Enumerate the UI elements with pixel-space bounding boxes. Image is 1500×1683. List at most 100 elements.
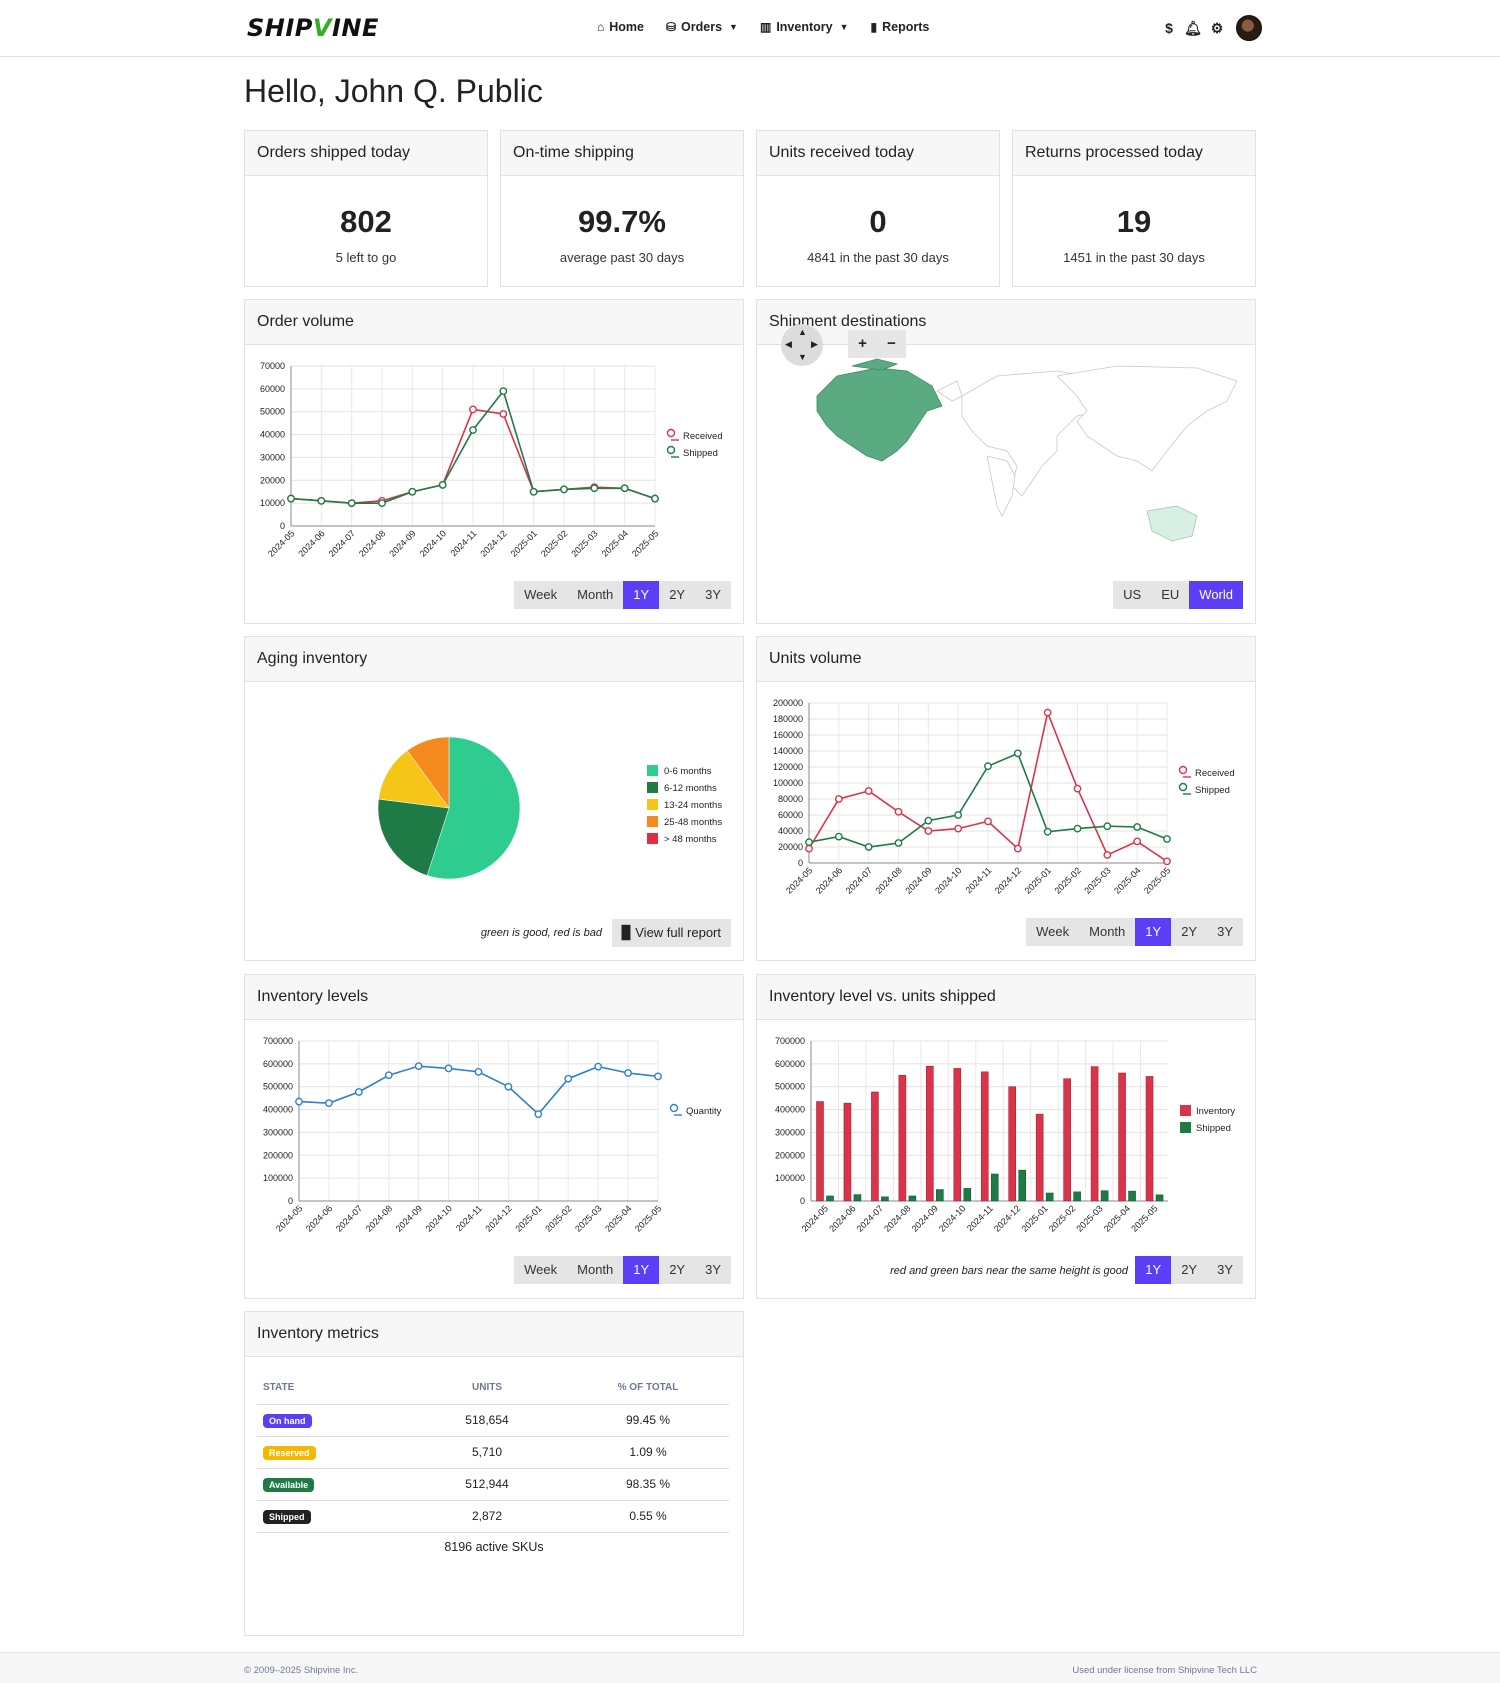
x-tick-label: 2024-12 [478, 528, 508, 558]
pan-down-icon[interactable]: ▼ [798, 352, 807, 362]
greeting: Hello, John Q. Public [244, 73, 543, 109]
order-volume-chart: 0 10000 20000 30000 40000 50000 60000 70000 2024… [260, 361, 723, 559]
y-tick-label: 300000 [263, 1127, 293, 1137]
data-point [805, 838, 813, 847]
bar [1128, 1190, 1136, 1202]
x-tick-label: 2024-09 [387, 528, 417, 558]
region-world-button[interactable]: World [1189, 581, 1243, 609]
legend-label: 25-48 months [664, 817, 722, 828]
data-point [564, 1074, 573, 1083]
data-point [864, 787, 873, 795]
range-2y-button[interactable]: 2Y [1171, 918, 1208, 946]
range-3y-button[interactable]: 3Y [1207, 918, 1243, 946]
world-map[interactable] [757, 356, 1255, 576]
range-week-button[interactable]: Week [514, 581, 568, 609]
main-nav: ⌂ Home ⛁ Orders ▼ ▥ Inventory ▼ ▮ Reports [597, 20, 951, 34]
boxes-icon: ⛁ [665, 20, 677, 34]
y-tick-label: 120000 [773, 762, 803, 772]
bar [1118, 1072, 1126, 1202]
legend-label: Shipped [1196, 1123, 1231, 1134]
range-3y-button[interactable]: 3Y [695, 581, 731, 609]
bar [1100, 1190, 1109, 1202]
y-tick-label: 50000 [260, 407, 285, 417]
zoom-out-button[interactable]: − [887, 335, 896, 352]
data-point [1013, 844, 1022, 853]
x-tick-label: 2024-06 [827, 1203, 857, 1233]
nav-home[interactable]: ⌂ Home [597, 20, 644, 34]
stat-subtext: average past 30 days [559, 250, 685, 265]
range-1y-button[interactable]: 1Y [623, 581, 660, 609]
bar [908, 1195, 917, 1202]
range-3y-button[interactable]: 3Y [1207, 1256, 1243, 1284]
range-week-button[interactable]: Week [1026, 918, 1080, 946]
region-selector: US EU World [1113, 581, 1243, 609]
x-tick-label: 2025-04 [1112, 865, 1142, 895]
data-point [1103, 851, 1112, 859]
card-title: Aging inventory [245, 637, 743, 682]
y-tick-label: 500000 [775, 1082, 805, 1092]
shipvine-logo[interactable]: SHIPVINE [247, 14, 379, 42]
bar [843, 1102, 852, 1202]
data-point [620, 484, 629, 493]
x-tick-label: 2024-09 [903, 865, 933, 895]
pan-right-icon[interactable]: ▶ [811, 339, 818, 349]
range-month-button[interactable]: Month [567, 581, 624, 609]
stat-title: On-time shipping [501, 131, 743, 176]
avatar[interactable] [1236, 15, 1262, 41]
inventory-metrics-card: Inventory metrics State Units % of total… [244, 1311, 744, 1636]
range-1y-button[interactable]: 1Y [1135, 918, 1172, 946]
region-eu-button[interactable]: EU [1151, 581, 1190, 609]
nav-orders[interactable]: ⛁ Orders ▼ [666, 20, 738, 34]
nav-inventory[interactable]: ▥ Inventory ▼ [760, 20, 849, 34]
stat-value: 802 [340, 204, 392, 239]
range-3y-button[interactable]: 3Y [695, 1256, 731, 1284]
footer-copyright: © 2009–2025 Shipvine Inc. [244, 1665, 359, 1676]
card-title: Units volume [757, 637, 1255, 682]
dollar-icon[interactable]: $ [1165, 20, 1173, 36]
data-point [295, 1097, 303, 1106]
file-icon: ▉ [621, 925, 632, 940]
range-month-button[interactable]: Month [1079, 918, 1136, 946]
aging-inventory-chart: 0-6 months 6-12 months 13-24 months 25-48 m… [377, 736, 722, 880]
range-2y-button[interactable]: 2Y [1171, 1256, 1208, 1284]
stat-value: 0 [869, 204, 887, 239]
y-tick-label: 70000 [260, 361, 285, 371]
bell-icon[interactable]: 🔔︎ [1184, 19, 1202, 36]
bar [1145, 1076, 1154, 1202]
x-tick-label: 2025-03 [573, 1203, 603, 1233]
x-tick-label: 2024-10 [937, 1203, 967, 1233]
data-point [378, 499, 386, 508]
range-2y-button[interactable]: 2Y [659, 1256, 696, 1284]
legend-swatch [1178, 765, 1188, 775]
stat-subtext: 5 left to go [335, 250, 397, 265]
stat-value: 19 [1116, 204, 1152, 239]
stat-subtext: 1451 in the past 30 days [1063, 250, 1205, 265]
data-point [834, 795, 843, 803]
nav-reports-label: Reports [882, 20, 930, 34]
zoom-in-button[interactable]: + [858, 335, 867, 352]
x-tick-label: 2025-02 [1052, 865, 1082, 895]
range-2y-button[interactable]: 2Y [659, 581, 696, 609]
range-1y-button[interactable]: 1Y [1135, 1256, 1172, 1284]
top-icons: $ 🔔︎ ⚙ [1158, 15, 1262, 41]
range-month-button[interactable]: Month [567, 1256, 624, 1284]
y-tick-label: 200000 [773, 698, 803, 708]
legend-swatch [1180, 1122, 1191, 1133]
view-full-report-button[interactable]: ▉ View full report [611, 919, 731, 947]
x-tick-label: 2024-07 [334, 1203, 364, 1233]
y-tick-label: 100000 [263, 1173, 293, 1183]
pan-up-icon[interactable]: ▲ [798, 327, 807, 337]
gear-icon[interactable]: ⚙ [1210, 19, 1224, 36]
pan-left-icon[interactable]: ◀ [785, 339, 792, 349]
range-1y-button[interactable]: 1Y [623, 1256, 660, 1284]
inventory-levels-card: Inventory levels 0 100000 200000 300000 4000… [244, 974, 744, 1299]
nav-reports[interactable]: ▮ Reports [871, 20, 930, 34]
footer-license: Used under license from Shipvine Tech LL… [1072, 1665, 1257, 1676]
range-week-button[interactable]: Week [514, 1256, 568, 1284]
data-point [534, 1110, 543, 1119]
map-pan-control[interactable]: ▲ ▼ ◀ ▶ [781, 324, 823, 366]
region-us-button[interactable]: US [1113, 581, 1152, 609]
y-tick-label: 20000 [778, 842, 803, 852]
stat-title: Units received today [757, 131, 999, 176]
x-tick-label: 2024-07 [855, 1203, 885, 1233]
